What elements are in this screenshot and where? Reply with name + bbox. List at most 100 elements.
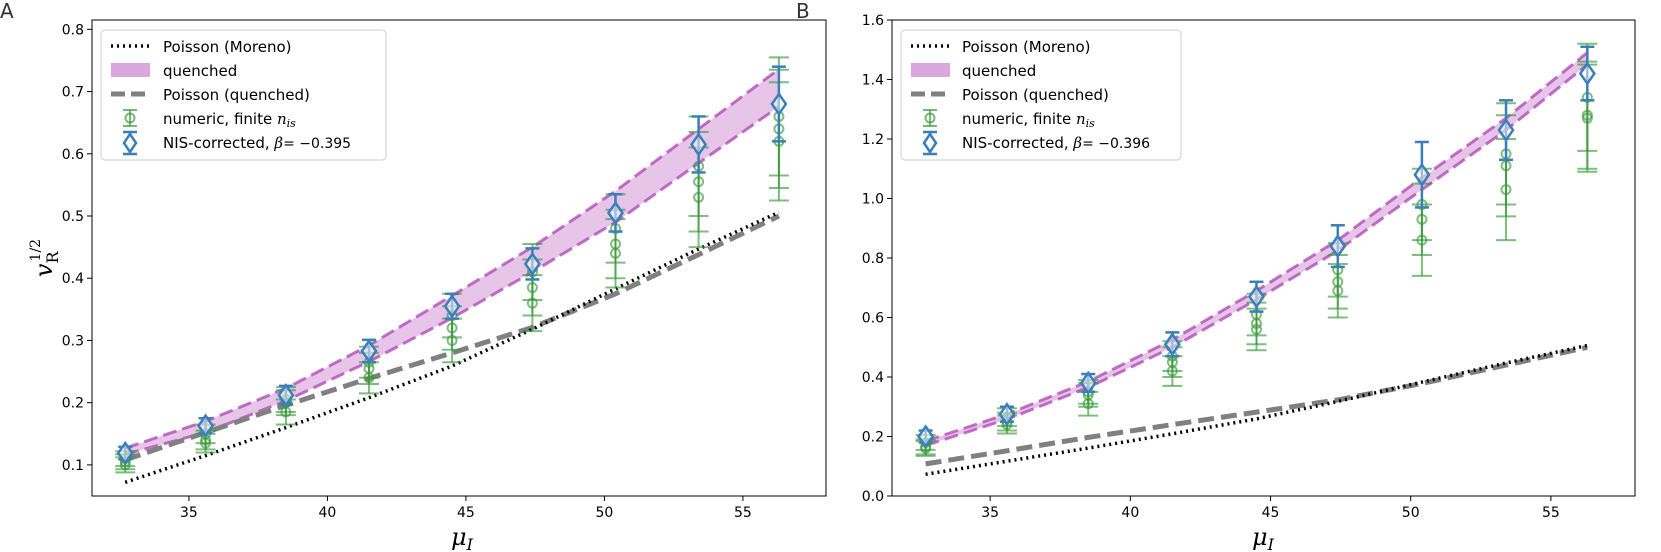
- panel-a-xtick-label: 35: [180, 505, 198, 521]
- panel-b-plot-area: [915, 42, 1598, 477]
- panel-b-label: B: [796, 0, 810, 23]
- panel-a-poisson-moreno-line: [124, 210, 780, 484]
- panel-b-xtick-label: 35: [981, 505, 999, 521]
- panel-b-nis-point: [998, 402, 1016, 427]
- panel-a: A 35 40 45 50 550.10.20.30.40.50.60.70.8 μI …: [0, 0, 827, 552]
- panel-b-xtick-label: 55: [1542, 505, 1560, 521]
- panel-b-xlabel: μI: [1252, 523, 1275, 552]
- panel-a-nis-point: [770, 65, 788, 143]
- panel-b-nis-point: [1079, 370, 1097, 396]
- panel-a-numeric-marker: [693, 191, 705, 203]
- panel-a-ytick-label: 0.2: [62, 396, 84, 412]
- panel-b-nis-marker: [1497, 117, 1515, 143]
- panel-b-nis-marker: [917, 424, 935, 449]
- panel-a-nis-point: [360, 338, 378, 364]
- panel-a-nis-point: [523, 247, 541, 281]
- legend-a-quenched-swatch: [111, 63, 150, 77]
- legend-b-quenched-label: quenched: [962, 62, 1036, 80]
- panel-b-ytick-label: 0.6: [862, 311, 884, 327]
- panel-b-poisson-moreno-line: [925, 343, 1588, 477]
- panel-b-frame: [891, 19, 1636, 497]
- panel-b-numeric-marker: [1166, 365, 1178, 377]
- panel-a-plot-area: [115, 56, 789, 484]
- panel-b-ytick-label: 1.6: [862, 13, 884, 29]
- panel-a-ylabel: vR1/2: [28, 239, 62, 277]
- panel-a-xtick-label: 45: [457, 505, 475, 521]
- panel-a-nis-marker: [116, 440, 134, 466]
- panel-a-nis-marker: [277, 383, 295, 408]
- panel-a-nis-point: [690, 115, 708, 174]
- panel-b-numeric-marker: [1082, 398, 1094, 410]
- panel-a-nis-marker: [360, 338, 378, 364]
- panel-b-nis-point: [1163, 331, 1181, 358]
- panel-b-ytick-label: 1.4: [862, 73, 884, 89]
- panel-a-ytick-label: 0.8: [62, 22, 84, 38]
- svg-text:vR1/2: vR1/2: [28, 239, 62, 277]
- legend-a-numeric-swatch: [123, 109, 137, 127]
- panel-a-nis-point: [277, 383, 295, 408]
- panel-a-poisson-quenched-line: [124, 213, 780, 463]
- panel-a-frame: [91, 19, 827, 497]
- panel-b-legend-box: [900, 29, 1182, 161]
- legend-b-poisson-moreno-label: Poisson (Moreno): [962, 38, 1091, 56]
- panel-b-nis-marker: [1329, 233, 1347, 259]
- panel-a-xlabel: μI: [451, 523, 474, 552]
- panel-a-ytick-label: 0.5: [62, 209, 84, 225]
- panel-a-nis-marker: [443, 294, 461, 319]
- panel-a-numeric-marker: [526, 297, 538, 309]
- panel-b-legend: Poisson (Moreno) quenched Poisson (quenc…: [900, 29, 1182, 161]
- panel-a-nis-marker: [770, 91, 788, 117]
- panel-a-numeric-marker: [363, 372, 375, 384]
- legend-a-numeric-label: numeric, finite nis: [163, 110, 296, 130]
- panel-b-ytick-label: 0.0: [862, 489, 884, 505]
- panel-a-ytick-label: 0.1: [62, 458, 84, 474]
- panel-a-legend-box: [100, 29, 387, 161]
- panel-a-nis-marker: [523, 251, 541, 277]
- panel-b-nis-marker: [1578, 61, 1596, 86]
- legend-a-quenched-label: quenched: [163, 62, 237, 80]
- panel-a-nis-point: [116, 440, 134, 466]
- panel-a-xtick-label: 40: [319, 505, 337, 521]
- panel-b-numeric-marker: [1500, 184, 1512, 196]
- legend-b-numeric-label: numeric, finite nis: [962, 110, 1095, 130]
- panel-b-nis-marker: [1163, 332, 1181, 357]
- panel-a-nis-marker: [606, 200, 625, 226]
- legend-a-poisson-moreno-label: Poisson (Moreno): [163, 38, 292, 56]
- panel-b-nis-marker: [1413, 162, 1431, 187]
- panel-b-ticks: 35 40 45 50 55 0.0 0.2 0.4 0.6 0.8 1.0 1.2 1.4 1.6: [862, 13, 1560, 521]
- legend-a-nis-swatch: [122, 130, 138, 156]
- panel-b-nis-point: [1413, 140, 1431, 209]
- panel-a-numeric-marker: [446, 334, 458, 346]
- panel-a-nis-point: [197, 413, 215, 438]
- panel-a-xtick-label: 50: [596, 505, 614, 521]
- panel-a-xtick-label: 55: [734, 505, 752, 521]
- panel-b-numeric-marker: [1250, 323, 1262, 335]
- legend-a-poisson-quenched-label: Poisson (quenched): [163, 86, 310, 104]
- panel-b-ytick-label: 0.4: [862, 370, 884, 386]
- panel-a-ytick-label: 0.7: [62, 85, 84, 101]
- panel-a-ytick-label: 0.6: [62, 147, 84, 163]
- panel-b-ytick-label: 1.2: [862, 132, 884, 148]
- legend-b-numeric-swatch: [923, 109, 937, 127]
- panel-b-nis-marker: [998, 402, 1016, 427]
- panel-b-nis-point: [1497, 99, 1515, 162]
- legend-a-nis-label: NIS-corrected, β= −0.395: [163, 134, 351, 152]
- panel-b-nis-point: [1247, 280, 1266, 313]
- panel-b-numeric-marker: [1581, 112, 1593, 124]
- panel-a-numeric-point: [522, 274, 543, 333]
- panel-b-nis-point: [917, 424, 935, 449]
- panel-a-nis-point: [606, 192, 625, 233]
- panel-b-nis-marker: [1079, 370, 1097, 396]
- legend-b-quenched-swatch: [911, 63, 950, 77]
- panel-b-ytick-label: 0.2: [862, 430, 884, 446]
- panel-b-xtick-label: 45: [1262, 505, 1280, 521]
- panel-a-numeric-marker: [280, 406, 292, 418]
- panel-a-nis-marker: [197, 413, 215, 438]
- panel-b-nis-point: [1578, 45, 1596, 102]
- panel-b-xtick-label: 40: [1121, 505, 1139, 521]
- panel-a-nis-point: [443, 292, 461, 320]
- panel-a-numeric-marker: [609, 247, 621, 259]
- panel-a-legend: Poisson (Moreno) quenched Poisson (quenc…: [100, 29, 387, 161]
- panel-b-numeric-marker: [1416, 234, 1428, 246]
